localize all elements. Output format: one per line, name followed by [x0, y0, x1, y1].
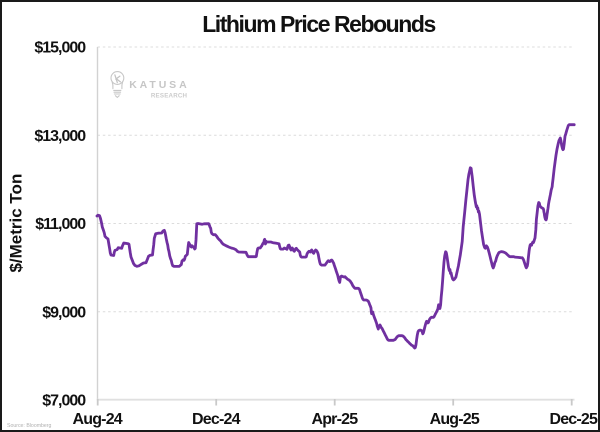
svg-text:Aug-24: Aug-24 [72, 411, 122, 428]
svg-text:$15,000: $15,000 [34, 40, 86, 57]
svg-text:$7,000: $7,000 [42, 393, 86, 410]
svg-text:$9,000: $9,000 [42, 304, 86, 321]
svg-text:Aug-25: Aug-25 [430, 411, 480, 428]
svg-text:$/Metric Ton: $/Metric Ton [7, 174, 26, 273]
svg-text:$13,000: $13,000 [34, 128, 86, 145]
svg-text:Apr-25: Apr-25 [311, 411, 358, 428]
svg-text:Lithium Price Rebounds: Lithium Price Rebounds [202, 11, 435, 37]
svg-text:Dec-25: Dec-25 [549, 411, 598, 428]
svg-text:Dec-24: Dec-24 [192, 411, 241, 428]
svg-text:$11,000: $11,000 [35, 216, 86, 233]
svg-text:KATUSA: KATUSA [129, 79, 189, 91]
svg-text:Source: Bloomberg: Source: Bloomberg [7, 423, 52, 429]
svg-text:RESEARCH: RESEARCH [151, 93, 188, 100]
